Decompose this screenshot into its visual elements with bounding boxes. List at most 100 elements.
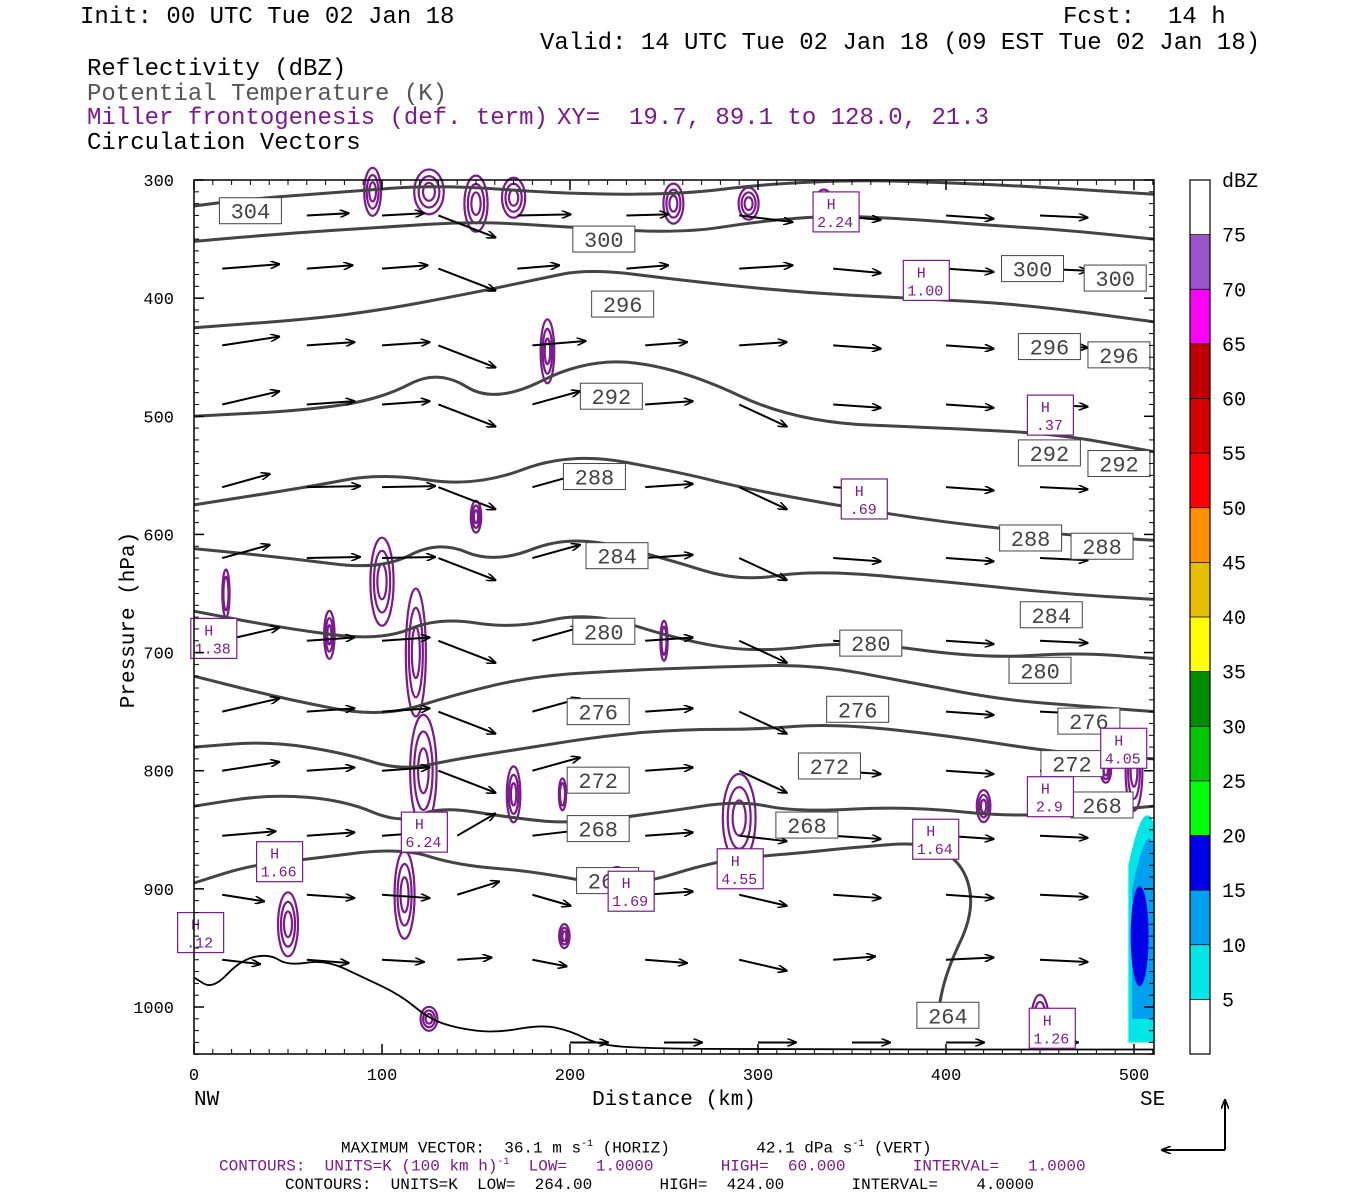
contour-label-text: 272 xyxy=(810,756,850,781)
contour-label-text: 288 xyxy=(1011,528,1051,553)
cross-section-coordinates: XY= 19.7, 89.1 to 128.0, 21.3 xyxy=(557,105,990,132)
colorbar-label: 40 xyxy=(1222,608,1246,631)
colorbar-label: 65 xyxy=(1222,335,1246,358)
axes: 300 400 500 600 700 800 900 1000 0 100 200 300 400 50… xyxy=(133,173,1154,1086)
frontogenesis-max-box xyxy=(400,811,448,853)
frontogenesis-contour xyxy=(558,782,567,807)
circulation-vector xyxy=(306,637,355,640)
contour-label-box xyxy=(1008,656,1072,684)
contour-label-300: 300 xyxy=(1083,264,1147,293)
frontogenesis-max-box xyxy=(177,911,225,954)
frontogenesis-max-value: 1.38 xyxy=(195,641,231,658)
frontogenesis-max-value: 1.00 xyxy=(907,283,943,300)
contour-label-box xyxy=(1087,450,1151,478)
circulation-vector xyxy=(381,557,435,558)
surface-line xyxy=(193,954,1154,1051)
frontogenesis-max-label: H xyxy=(827,197,836,214)
circulation-vector xyxy=(833,345,881,348)
frontogenesis-max: H1.66 xyxy=(256,841,304,883)
contour-label-text: 300 xyxy=(1095,268,1135,293)
contour-label-box xyxy=(1070,532,1134,560)
theta-contour-268 xyxy=(193,794,1155,824)
circulation-vector xyxy=(457,958,491,960)
x-tick-label: 300 xyxy=(743,1067,774,1086)
contour-label-box xyxy=(797,752,861,780)
circulation-vector xyxy=(645,960,687,963)
contour-label-text: 288 xyxy=(575,467,615,492)
colorbar-segment-10 xyxy=(1190,890,1210,945)
contour-label-box xyxy=(1000,255,1064,283)
contour-label-300: 300 xyxy=(1000,255,1064,284)
circulation-vector xyxy=(626,265,668,268)
contour-label-text: 296 xyxy=(1030,337,1070,362)
circulation-vector xyxy=(381,213,424,215)
contour-label-292: 292 xyxy=(579,382,643,411)
circulation-vector xyxy=(438,769,495,793)
frontogenesis-max: H2.24 xyxy=(812,191,860,233)
frontogenesis-max-box xyxy=(812,191,860,233)
colorbar-segment-70 xyxy=(1190,234,1210,290)
frontogenesis-maxima: H2.24H1.00H.37H.69H1.38H6.24H1.66H4.55H1… xyxy=(177,191,1148,1049)
circulation-vector xyxy=(645,484,693,487)
frontogenesis-max-label: H xyxy=(204,623,213,640)
contour-label-text: 280 xyxy=(1020,660,1060,685)
circulation-vector xyxy=(1039,487,1088,489)
colorbar-label: 10 xyxy=(1222,936,1246,959)
frontogenesis-max-value: 1.69 xyxy=(612,894,648,911)
frontogenesis-contour xyxy=(413,168,445,216)
field-frontogenesis: Miller frontogenesis (def. term) xyxy=(87,105,548,132)
circulation-vector xyxy=(221,474,270,489)
circulation-vector xyxy=(738,710,787,734)
frontogenesis-max-box xyxy=(912,818,960,860)
frontogenesis-contour xyxy=(419,1005,439,1032)
circulation-vector xyxy=(532,893,570,906)
frontogenesis-max-label: H xyxy=(1114,733,1123,750)
colorbar-label: 50 xyxy=(1222,499,1246,522)
circulation-vector xyxy=(222,264,279,270)
frontogenesis-contour xyxy=(731,799,747,837)
circulation-vector xyxy=(306,486,360,487)
contour-label-268: 268 xyxy=(775,811,839,840)
colorbar-label: 55 xyxy=(1222,444,1246,467)
contour-label-box xyxy=(218,197,282,225)
contour-label-text: 292 xyxy=(592,386,632,411)
contour-label-288: 288 xyxy=(1070,532,1134,561)
circulation-vector xyxy=(306,213,349,215)
colorbar-segment-5 xyxy=(1190,944,1210,1000)
frontogenesis-contour xyxy=(507,773,520,816)
contour-label-text: 276 xyxy=(838,699,878,724)
circulation-vector xyxy=(739,265,792,268)
circulation-vector xyxy=(645,708,693,711)
contour-label-280: 280 xyxy=(839,629,903,658)
circulation-vector xyxy=(381,486,435,487)
frontogenesis-contour xyxy=(421,181,437,202)
field-potential-temperature: Potential Temperature (K) xyxy=(87,81,448,108)
contour-label-text: 272 xyxy=(578,770,618,795)
frontogenesis-contour xyxy=(368,181,378,203)
contour-label-292: 292 xyxy=(1017,439,1081,468)
frontogenesis-contour xyxy=(561,930,568,943)
frontogenesis-max-box xyxy=(840,478,888,520)
circulation-vector xyxy=(1039,215,1088,217)
colorbar-segment-20 xyxy=(1190,780,1210,836)
frontogenesis-contour xyxy=(365,173,380,210)
contour-label-304: 304 xyxy=(218,197,282,226)
contour-label-text: 280 xyxy=(851,633,891,658)
circulation-vector xyxy=(945,558,994,561)
frontogenesis-contour xyxy=(463,174,489,233)
circulation-vector xyxy=(222,337,279,347)
frontogenesis-max-value: 2.24 xyxy=(817,215,853,232)
contour-label-text: 268 xyxy=(1082,795,1122,820)
forecast-label: Fcst: xyxy=(1063,4,1136,31)
contour-label-280: 280 xyxy=(572,617,636,646)
plot-frame xyxy=(193,179,1155,1055)
contour-label-text: 300 xyxy=(1013,259,1053,284)
frontogenesis-contour xyxy=(743,196,754,212)
contour-label-box xyxy=(585,542,649,570)
circulation-vector xyxy=(306,342,355,345)
contour-label-272: 272 xyxy=(1040,750,1104,779)
circulation-vector xyxy=(1039,836,1088,838)
contour-label-264: 264 xyxy=(916,1001,980,1030)
terrain xyxy=(193,954,1154,1051)
